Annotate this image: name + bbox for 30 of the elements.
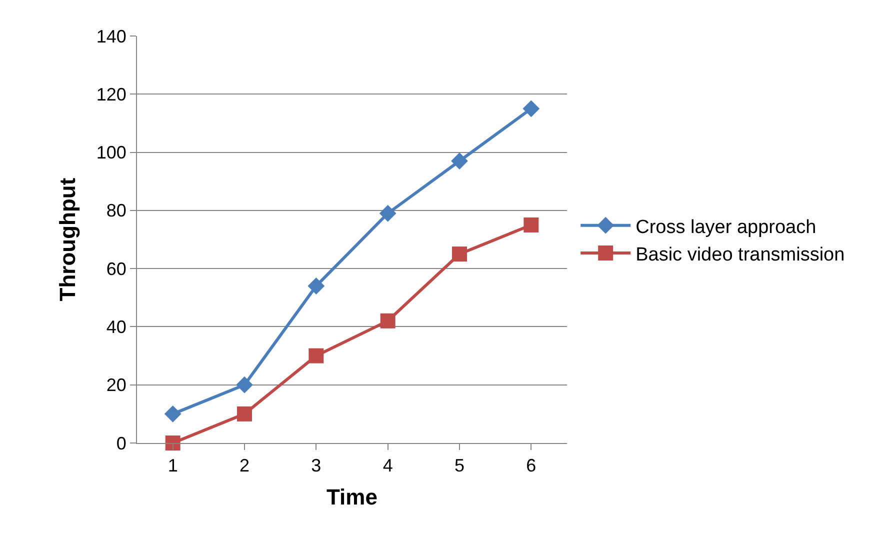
- y-tick-label: 120: [96, 84, 126, 104]
- y-tick-label: 0: [116, 433, 126, 454]
- point: [308, 348, 324, 364]
- legend-label: Cross layer approach: [636, 216, 816, 238]
- point: [524, 217, 539, 232]
- x-axis-title: Time: [326, 484, 378, 510]
- x-tick-label: 4: [382, 456, 393, 476]
- y-tick-label: 100: [96, 142, 126, 163]
- y-tick-label: 80: [106, 200, 126, 221]
- x-tick-label: 1: [168, 456, 178, 476]
- point: [164, 405, 182, 422]
- x-tick-label: 6: [526, 456, 536, 476]
- y-axis-title: Throughput: [55, 177, 80, 302]
- point: [237, 406, 252, 422]
- x-tick-label: 2: [239, 456, 250, 476]
- point: [165, 436, 180, 450]
- point: [451, 152, 468, 170]
- point: [308, 278, 325, 294]
- y-tick-label: 140: [96, 26, 126, 46]
- point: [522, 100, 540, 118]
- point: [380, 313, 396, 328]
- point: [236, 376, 253, 394]
- y-tick-label: 60: [106, 258, 126, 279]
- point: [379, 204, 396, 222]
- x-tick-label: 3: [311, 456, 322, 476]
- y-tick-label: 40: [106, 317, 126, 338]
- x-tick-label: 5: [454, 456, 465, 476]
- legend-label: Basic video transmission: [636, 244, 845, 266]
- point: [452, 246, 467, 262]
- y-tick-label: 20: [106, 375, 126, 396]
